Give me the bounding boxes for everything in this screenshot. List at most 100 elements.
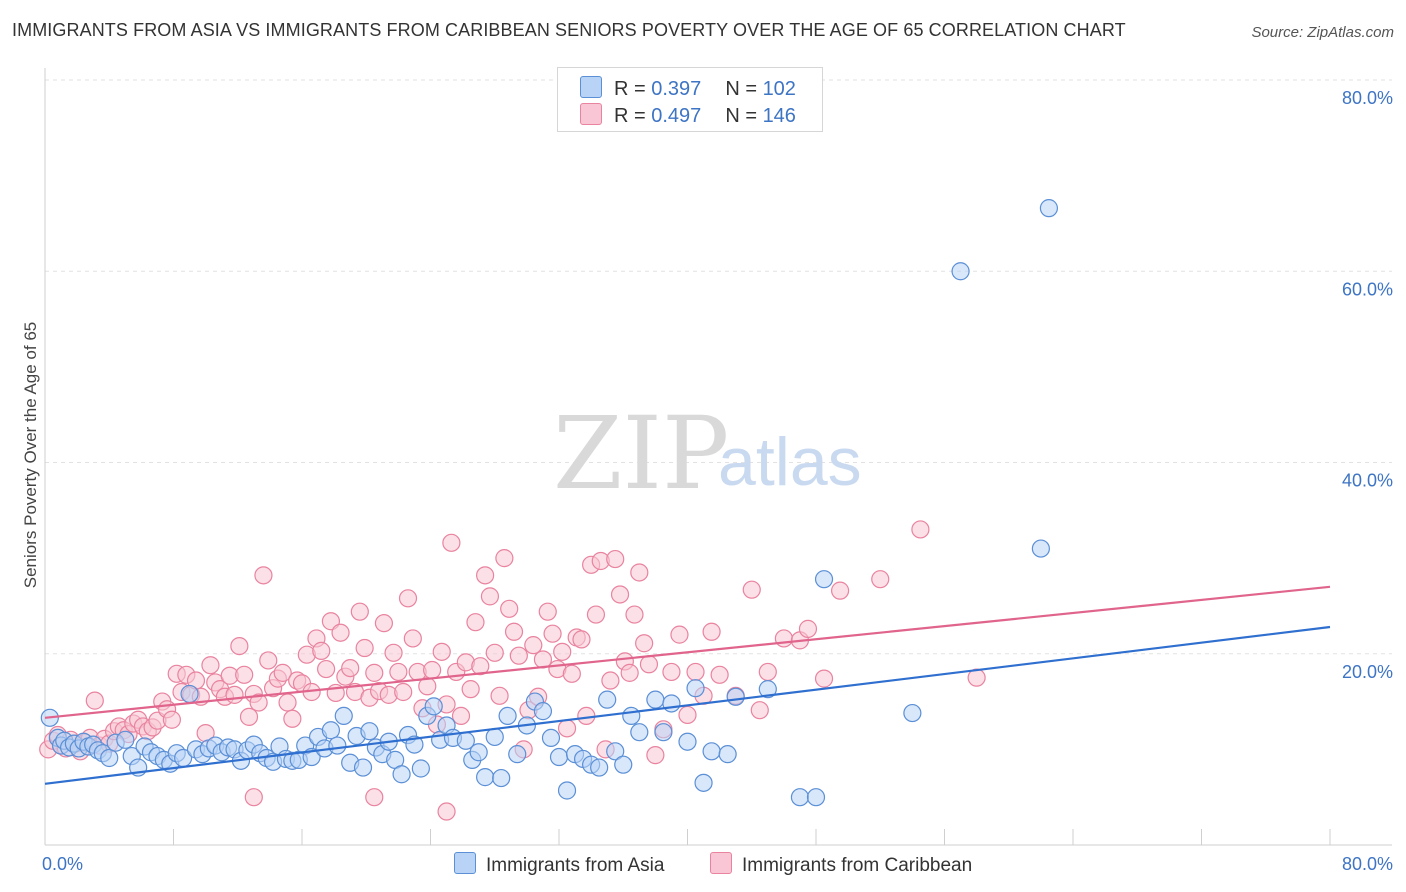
caribbean-point (670, 625, 689, 644)
caribbean-point (911, 520, 930, 539)
source-label: Source: ZipAtlas.com (1251, 24, 1394, 41)
caribbean-point (283, 709, 302, 728)
legend-carib-r-value: 0.497 (651, 105, 702, 127)
trend-lines (44, 585, 1331, 785)
caribbean-point (225, 685, 244, 704)
asia-point (116, 730, 135, 749)
caribbean-point (312, 641, 331, 660)
correlation-legend: R = 0.397 N = 102 R = 0.497 N = 146 (557, 67, 823, 132)
asia-point (557, 781, 577, 800)
asia-swatch (580, 76, 602, 98)
caribbean-point (230, 636, 249, 656)
caribbean-point (398, 589, 418, 608)
caribbean-point (316, 659, 336, 679)
caribbean-point (442, 533, 461, 552)
caribbean-point (630, 563, 649, 582)
caribbean-point (235, 665, 254, 684)
asia-point (662, 694, 681, 713)
asia-point (498, 706, 517, 726)
legend-carib-n-label: N = (725, 105, 763, 127)
asia-point (686, 679, 705, 698)
caribbean-point (710, 665, 729, 684)
asia-point (424, 697, 443, 716)
caribbean-trend-line (44, 585, 1331, 719)
caribbean-point (403, 629, 422, 648)
caribbean-point (461, 680, 480, 699)
bottom-legend-asia: Immigrants from Asia (454, 852, 664, 877)
caribbean-point (750, 701, 769, 720)
caribbean-point (374, 614, 394, 633)
caribbean-point (259, 651, 278, 670)
asia-point (654, 723, 673, 742)
watermark-atlas: atlas (718, 424, 862, 500)
caribbean-point (543, 624, 562, 643)
caribbean-point (871, 570, 890, 589)
caribbean-point (646, 746, 665, 765)
caribbean-point (524, 636, 543, 655)
asia-point (702, 742, 721, 761)
caribbean-point (610, 585, 630, 604)
asia-point (630, 723, 649, 742)
legend-row-asia: R = 0.397 N = 102 (580, 76, 796, 100)
asia-point (758, 680, 777, 699)
y-axis-label: Seniors Poverty Over the Age of 65 (21, 322, 40, 588)
caribbean-point (814, 669, 834, 688)
asia-trend-line (44, 625, 1331, 785)
watermark-zip: ZIP (553, 395, 729, 512)
caribbean-point (495, 549, 514, 568)
caribbean-point (635, 634, 654, 653)
grid-lines (45, 79, 1392, 846)
asia-point (334, 706, 353, 726)
asia-point (598, 690, 617, 709)
asia-point (790, 788, 810, 807)
caribbean-point (606, 549, 625, 569)
legend-asia-n-value: 102 (762, 78, 796, 100)
asia-point (694, 773, 713, 792)
caribbean-point (437, 802, 456, 821)
asia-point (806, 788, 826, 807)
asia-point (411, 759, 430, 778)
caribbean-point (480, 587, 500, 606)
caribbean-point (273, 663, 292, 682)
asia-point (1031, 539, 1050, 558)
caribbean-point (562, 664, 581, 683)
legend-asia-r-value: 0.397 (651, 78, 702, 100)
y-tick-label: 60.0% (1342, 279, 1393, 299)
asia-point (614, 755, 633, 774)
y-tick-label: 80.0% (1342, 88, 1393, 108)
caribbean-point (278, 693, 297, 712)
legend-carib-n-value: 146 (762, 105, 796, 127)
caribbean-point (500, 599, 519, 618)
asia-point (590, 758, 609, 777)
asia-point (549, 747, 569, 767)
legend-asia-n-label: N = (725, 78, 763, 100)
caribbean-point (249, 693, 268, 712)
caribbean-point (702, 622, 721, 641)
caribbean-point (601, 671, 620, 690)
caribbean-point (85, 691, 104, 710)
caribbean-point (389, 662, 408, 682)
caribbean-point (384, 643, 403, 662)
asia-point (321, 721, 341, 740)
caribbean-point (466, 613, 485, 632)
asia-point (726, 687, 745, 706)
caribbean-point (485, 643, 504, 662)
asia-point (541, 728, 561, 748)
chart-title: IMMIGRANTS FROM ASIA VS IMMIGRANTS FROM … (12, 20, 1126, 40)
legend-row-caribbean: R = 0.497 N = 146 (580, 103, 796, 127)
asia-point (100, 748, 119, 768)
caribbean-point (798, 619, 818, 638)
asia-point (353, 758, 373, 777)
caribbean-point (244, 788, 263, 807)
legend-carib-r-label: R = (614, 105, 652, 127)
asia-point (492, 768, 511, 788)
caribbean-point (625, 605, 644, 624)
caribbean-point (365, 788, 384, 807)
caribbean-point (572, 630, 591, 649)
asia-point (533, 702, 553, 721)
caribbean-point (350, 602, 369, 621)
asia-point (405, 735, 424, 754)
legend-asia-r-label: R = (614, 78, 652, 100)
caribbean-legend-swatch (710, 852, 732, 874)
